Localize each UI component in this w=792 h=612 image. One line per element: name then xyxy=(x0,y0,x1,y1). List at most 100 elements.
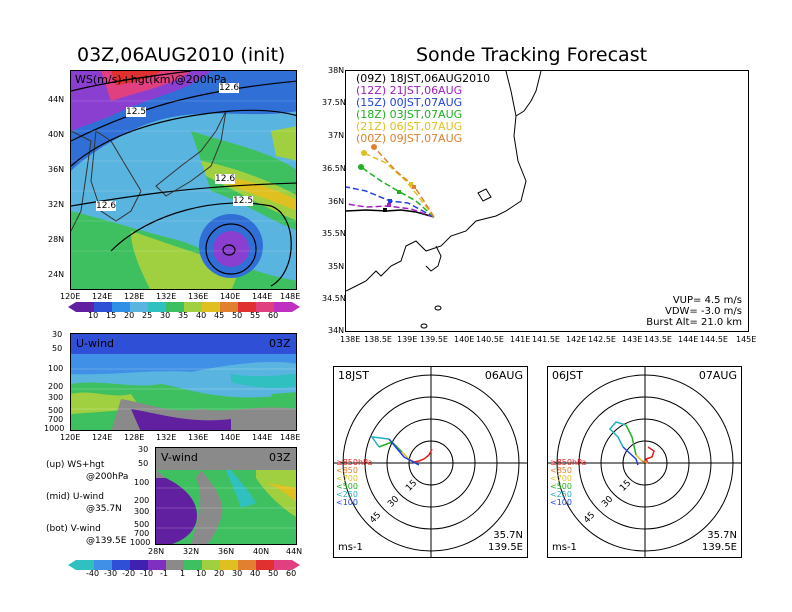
lat-tick-label: 28N xyxy=(48,235,65,244)
track-map-drawing xyxy=(346,71,542,329)
colorbar-tick: 50 xyxy=(268,569,279,578)
colorbar-tick: 10 xyxy=(88,311,99,320)
lon-tick-label: 140E xyxy=(454,335,475,344)
lat-tick-label: 32N xyxy=(48,200,65,209)
legend-mid-lat: @35.7N xyxy=(86,504,122,514)
left-title: 03Z,06AUG2010 (init) xyxy=(77,44,286,66)
lat-tick-label: 35N xyxy=(328,262,345,271)
wind-speed-map: WS(m/s)+hgt(km)@200hPa 12.6 12.5 12.6 12… xyxy=(70,70,297,290)
pressure-tick: 50 xyxy=(52,344,63,353)
level-legend-item: <250 xyxy=(336,490,358,499)
lon-tick-label: 138.5E xyxy=(364,335,392,344)
level-legend-item: ≥850hPa xyxy=(550,458,587,467)
contour-label: 12.5 xyxy=(126,107,147,117)
lon-tick-label: 141.5E xyxy=(532,335,560,344)
wind-speed-colorbar xyxy=(68,302,300,312)
pressure-tick: 30 xyxy=(138,445,149,454)
lon-tick-label: 136E xyxy=(188,433,209,442)
lat-tick-label: 34N xyxy=(328,326,345,335)
level-legend: ≥850hPa <850 <700 <500 <250 <100 xyxy=(336,459,372,507)
lat-tick-label: 34.5N xyxy=(322,294,346,303)
level-legend-item: <850 xyxy=(336,466,358,475)
colorbar-tick: 50 xyxy=(232,311,243,320)
pressure-tick: 300 xyxy=(134,507,150,516)
level-legend: ≥850hPa <850 <700 <500 <250 <100 xyxy=(550,459,586,507)
colorbar-tick: 20 xyxy=(124,311,135,320)
colorbar-tick: 60 xyxy=(286,569,297,578)
level-legend-item: <500 xyxy=(336,482,358,491)
wind-speed-field xyxy=(71,71,296,289)
lon-tick-label: 132E xyxy=(156,433,177,442)
lon-tick-label: 141E xyxy=(510,335,531,344)
level-legend-item: <250 xyxy=(550,490,572,499)
lon-tick-label: 140.5E xyxy=(476,335,504,344)
burst-altitude: Burst Alt= 21.0 km xyxy=(646,317,742,328)
hodograph-left-rings xyxy=(334,367,527,557)
colorbar-tick: 10 xyxy=(196,569,207,578)
lat-tick-label: 32N xyxy=(183,547,200,556)
u-wind-label: U-wind xyxy=(76,337,115,350)
lon-tick-label: 142E xyxy=(566,335,587,344)
colorbar-tick: 40 xyxy=(196,311,207,320)
wind-component-colorbar xyxy=(68,560,300,570)
pressure-tick: 700 xyxy=(134,529,150,538)
pressure-tick: 1000 xyxy=(44,424,65,433)
lat-tick-label: 24N xyxy=(48,270,65,279)
colorbar-ticks: 10 15 20 25 30 35 40 45 50 55 60 xyxy=(68,311,300,321)
legend-up-level: @200hPa xyxy=(86,472,129,482)
colorbar-tick: 45 xyxy=(214,311,225,320)
pressure-tick: 1000 xyxy=(130,538,151,547)
colorbar-tick: 35 xyxy=(178,311,189,320)
lon-tick-label: 145E xyxy=(736,335,757,344)
track-legend-item: (21Z) 06JST,07AUG xyxy=(356,120,463,133)
lon-tick-label: 140E xyxy=(220,292,241,301)
colorbar-tick: 30 xyxy=(160,311,171,320)
v-wind-cross-section: V-wind 03Z xyxy=(155,447,297,545)
lon-tick-label: 138E xyxy=(340,335,361,344)
lon-tick-label: 143.5E xyxy=(644,335,672,344)
colorbar-ticks: -40 -30 -20 -10 -1 1 10 20 30 40 50 60 xyxy=(68,569,300,579)
lat-tick-label: 37N xyxy=(328,131,345,140)
track-legend: (09Z) 18JST,06AUG2010 (12Z) 21JST,06AUG … xyxy=(356,73,490,145)
v-wind-time: 03Z xyxy=(269,451,291,464)
legend-bot: (bot) V-wind xyxy=(46,524,101,534)
pressure-tick: 200 xyxy=(134,496,150,505)
pressure-tick: 500 xyxy=(48,406,64,415)
pressure-tick: 50 xyxy=(138,459,149,468)
hodo-right-lon: 139.5E xyxy=(702,542,737,553)
colorbar-tick: -20 xyxy=(122,569,136,578)
pressure-tick: 30 xyxy=(52,330,63,339)
hodo-right-time: 06JST xyxy=(552,369,583,382)
pressure-tick: 500 xyxy=(134,520,150,529)
contour-label: 12.6 xyxy=(215,174,236,184)
hodo-right-unit: ms-1 xyxy=(552,542,577,553)
track-legend-item: (00Z) 09JST,07AUG xyxy=(356,132,463,145)
lat-tick-label: 36N xyxy=(328,197,345,206)
map-overlay-label: WS(m/s)+hgt(km)@200hPa xyxy=(75,73,227,86)
colorbar-tick: 1 xyxy=(180,569,186,578)
hodo-left-time: 18JST xyxy=(338,369,369,382)
lon-tick-label: 120E xyxy=(60,433,81,442)
lon-tick-label: 128E xyxy=(124,292,145,301)
track-legend-item: (15Z) 00JST,07AUG xyxy=(356,96,463,109)
pressure-tick: 700 xyxy=(48,415,64,424)
u-wind-cross-section: U-wind 03Z xyxy=(70,333,297,431)
legend-up: (up) WS+hgt xyxy=(46,460,105,470)
sonde-params: VUP= 4.5 m/s VDW= -3.0 m/s Burst Alt= 21… xyxy=(646,295,742,328)
ascent-speed: VUP= 4.5 m/s xyxy=(672,295,742,306)
colorbar-tick: 20 xyxy=(214,569,225,578)
colorbar-tick: 40 xyxy=(250,569,261,578)
lon-tick-label: 120E xyxy=(60,292,81,301)
hodo-left-lat: 35.7N xyxy=(493,530,523,541)
level-legend-item: <100 xyxy=(550,498,572,507)
hodograph-right-rings xyxy=(548,367,741,557)
hodo-left-date: 06AUG xyxy=(484,369,523,382)
colorbar-tick: -40 xyxy=(86,569,100,578)
level-legend-item: <100 xyxy=(336,498,358,507)
lat-tick-label: 37.5N xyxy=(322,98,346,107)
lon-tick-label: 139.5E xyxy=(420,335,448,344)
pressure-tick: 200 xyxy=(48,382,64,391)
hodograph-left: 18JST 06AUG 35.7N 139.5E ms-1 15 30 45 ≥… xyxy=(333,366,528,558)
lon-tick-label: 132E xyxy=(156,292,177,301)
lat-tick-label: 44N xyxy=(286,547,303,556)
